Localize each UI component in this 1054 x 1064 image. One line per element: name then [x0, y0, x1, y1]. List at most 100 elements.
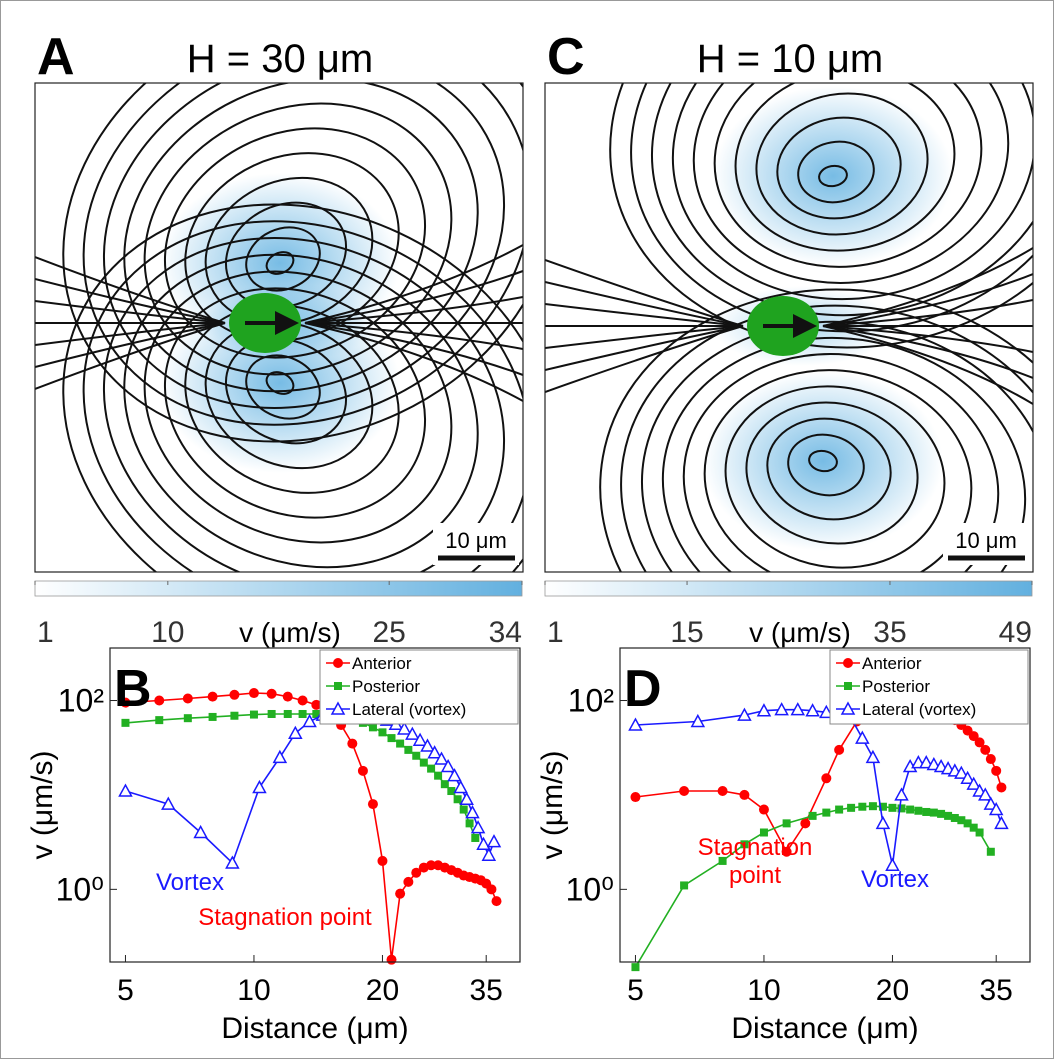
streamline — [808, 449, 838, 473]
data-point — [996, 782, 1007, 793]
legend-label: Anterior — [352, 654, 412, 673]
data-point — [885, 857, 900, 871]
data-point — [182, 693, 193, 704]
data-point — [471, 833, 480, 842]
data-point — [476, 836, 491, 851]
data-point — [486, 834, 502, 848]
data-point — [914, 806, 923, 815]
streamline — [82, 220, 523, 572]
streamline — [304, 322, 523, 376]
legend-marker — [844, 682, 852, 690]
colorbar-label: v (μm/s) — [239, 617, 341, 648]
data-point — [121, 718, 130, 727]
data-point — [412, 751, 421, 760]
data-point — [405, 726, 420, 740]
streamline — [713, 83, 983, 268]
data-point — [420, 738, 435, 752]
streamline — [822, 325, 1033, 379]
data-point — [631, 963, 640, 972]
streamline — [102, 83, 506, 409]
data-point — [808, 811, 817, 820]
data-point — [847, 803, 856, 812]
data-point — [985, 754, 996, 765]
streamline — [304, 296, 523, 324]
data-point — [426, 860, 437, 871]
x-tick-label: 10 — [237, 974, 270, 1007]
data-point — [680, 881, 689, 890]
x-tick-label: 35 — [980, 974, 1013, 1007]
streamline — [35, 322, 226, 368]
flow-field — [35, 83, 523, 572]
data-point — [282, 691, 293, 702]
annotation: Stagnation point — [198, 904, 372, 931]
speed-shading — [713, 86, 953, 266]
data-point — [875, 815, 891, 830]
data-point — [868, 802, 877, 811]
data-point — [821, 773, 832, 784]
data-point — [154, 695, 165, 706]
plot-frame — [619, 647, 1031, 963]
streamline — [224, 337, 348, 445]
data-point — [302, 713, 317, 728]
y-tick-label: 10² — [58, 683, 105, 719]
y-tick-label: 10⁰ — [56, 871, 104, 907]
data-point — [283, 709, 292, 718]
data-point — [120, 697, 131, 708]
data-point — [267, 709, 276, 718]
streamline — [755, 92, 929, 236]
data-point — [950, 813, 959, 822]
data-point — [252, 779, 267, 794]
data-point — [249, 710, 258, 719]
data-point — [411, 867, 422, 878]
streamline — [545, 259, 744, 327]
panel-title: H = 30 μm — [187, 37, 373, 81]
colorbar-tick-label: 34 — [489, 616, 522, 649]
legend-label: Posterior — [352, 677, 420, 696]
data-point — [225, 855, 240, 869]
data-point — [357, 765, 368, 776]
data-point — [248, 688, 259, 699]
x-tick-label: 5 — [117, 974, 134, 1007]
colorbar-tick-label: 1 — [37, 616, 54, 649]
data-point — [819, 704, 834, 719]
data-point — [974, 737, 985, 748]
data-point — [412, 732, 428, 746]
data-point — [465, 819, 474, 828]
legend-label: Posterior — [862, 677, 930, 696]
data-point — [790, 702, 806, 716]
data-point — [774, 702, 789, 716]
data-point — [963, 819, 972, 828]
streamline — [304, 322, 523, 402]
data-point — [404, 745, 413, 754]
streamline — [822, 273, 1033, 327]
data-point — [470, 820, 486, 834]
streamline — [545, 325, 744, 371]
panel-frame — [34, 82, 524, 573]
data-point — [207, 691, 218, 702]
streamline — [265, 371, 295, 395]
x-tick-label: 10 — [747, 974, 780, 1007]
data-point — [805, 703, 820, 717]
data-point — [397, 721, 412, 735]
data-point — [368, 723, 377, 732]
streamline — [62, 203, 523, 572]
streamline — [35, 278, 226, 324]
speed-shading — [703, 371, 943, 551]
data-point — [835, 805, 844, 814]
data-point — [679, 786, 690, 797]
legend-label: Lateral (vortex) — [862, 700, 976, 719]
data-point — [367, 799, 378, 810]
data-point — [690, 713, 706, 728]
streamline — [304, 270, 523, 324]
streamline — [163, 287, 427, 519]
data-point — [994, 815, 1009, 830]
data-point — [434, 771, 443, 780]
data-point — [440, 780, 449, 789]
data-point — [387, 734, 396, 743]
panel-letter: C — [547, 28, 585, 86]
data-point — [161, 796, 176, 810]
streamline — [776, 116, 902, 220]
data-point — [980, 744, 991, 755]
